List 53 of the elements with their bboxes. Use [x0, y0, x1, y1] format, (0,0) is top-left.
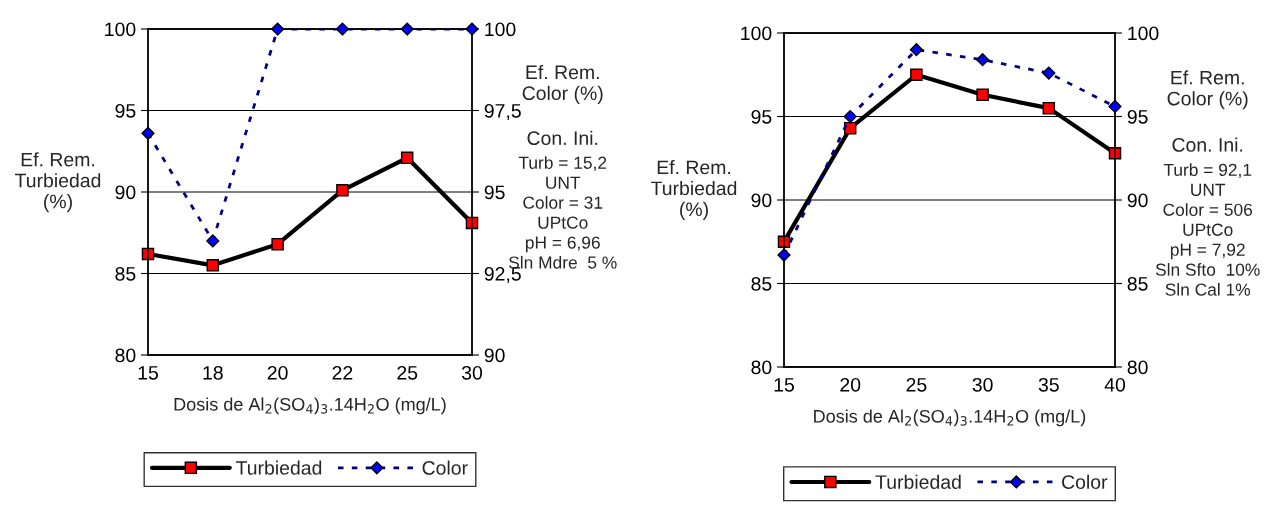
legend-label: Color [1062, 474, 1108, 489]
y2-tick-label: 100 [1128, 26, 1159, 41]
y2-tick-label: 95 [1127, 109, 1148, 124]
y2-tick-label: 90 [1127, 193, 1148, 208]
y-tick-label: 95 [751, 109, 772, 124]
y2-tick-label: 92,5 [484, 266, 521, 284]
x-tick-label: 35 [1038, 377, 1059, 392]
y-tick-label: 80 [751, 360, 772, 375]
y-tick-label: 90 [751, 193, 772, 208]
text: Con. Ini. [1172, 137, 1243, 152]
text: Dosis de Al$_{2}$(SO$_{4}$)$_{3}$.14H$_{2}$O (mg/L) [174, 397, 446, 415]
y-axis-title: Ef. Rem. Turbiedad (%) [651, 159, 737, 220]
text: Turb = 92,1 UNT Color = 506 UPtCo pH = 7,92 Sln Sfto 10% Sln Cal 1% [1155, 163, 1260, 296]
legend-label: Turbiedad [875, 474, 961, 489]
x-tick-label: 40 [1104, 377, 1126, 392]
x-tick-label: 15 [138, 366, 158, 380]
text: Dosis de Al$_{2}$(SO$_{4}$)$_{3}$.14H$_{2}$O (mg/L) [814, 409, 1086, 427]
y-tick-label: 100 [105, 22, 136, 37]
x-tick-label: 25 [906, 377, 927, 392]
point [400, 151, 414, 165]
point [910, 68, 923, 82]
x-tick-label: 30 [972, 377, 993, 392]
point [271, 237, 284, 251]
y-tick-label: 90 [115, 185, 136, 200]
x-tick-label: 20 [840, 377, 861, 392]
legend-label: Color [422, 460, 468, 475]
y2-tick-label: 80 [1127, 360, 1148, 375]
x-tick-label: 20 [267, 365, 288, 380]
y2-tick-label: 85 [1127, 276, 1148, 291]
y-tick-label: 80 [115, 348, 136, 363]
point [1042, 101, 1056, 115]
legend-label: Turbiedad [236, 460, 322, 475]
x-tick-label: 22 [332, 365, 353, 380]
y-tick-label: 95 [115, 103, 136, 118]
text: Turb = 15,2 UNT Color = 31 UPtCo pH = 6,96 Sln Mdre 5 % [509, 156, 617, 269]
point [206, 259, 220, 272]
y2-tick-label: 97,5 [484, 103, 521, 121]
x-tick-label: 18 [203, 365, 223, 380]
y2-axis-title: Ef. Rem. Color (%) [522, 64, 603, 104]
y-axis-title: Ef. Rem. Turbiedad (%) [15, 152, 101, 213]
y2-tick-label: 100 [485, 22, 516, 37]
y2-tick-label: 95 [484, 185, 505, 200]
x-tick-label: 15 [774, 378, 794, 392]
point [976, 88, 989, 102]
x-tick-label: 25 [397, 365, 418, 380]
y-tick-label: 100 [741, 26, 772, 41]
y2-tick-label: 90 [484, 348, 505, 363]
x-tick-label: 30 [461, 365, 483, 380]
y-tick-label: 85 [115, 266, 136, 281]
point [336, 184, 349, 197]
y2-axis-title: Ef. Rem. Color (%) [1167, 70, 1248, 110]
y-tick-label: 85 [751, 276, 772, 291]
text: Con. Ini. [527, 130, 598, 146]
